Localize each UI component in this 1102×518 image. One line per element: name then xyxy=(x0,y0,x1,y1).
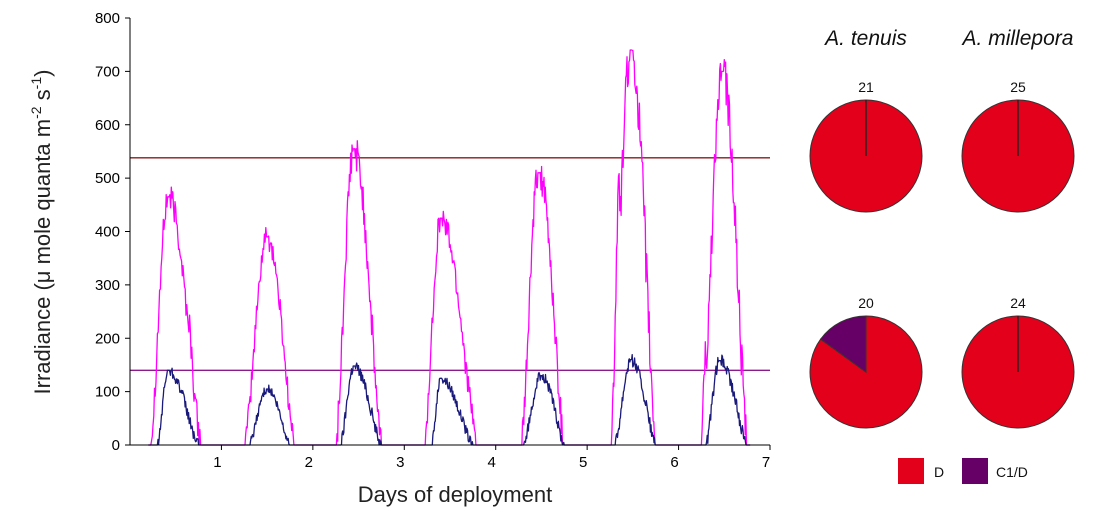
pie-sample-size: 25 xyxy=(1010,79,1026,95)
y-tick-label: 800 xyxy=(95,10,120,27)
species-label-a-millepora: A. millepora xyxy=(961,27,1074,50)
pie-slice xyxy=(820,315,867,373)
y-axis-title: Irradiance (μ mole quanta m-2 s-1) xyxy=(28,70,55,395)
x-tick-label: 3 xyxy=(396,454,404,471)
y-tick-label: 200 xyxy=(95,330,120,347)
legend: D C1/D xyxy=(898,458,1028,484)
pie-chart: 24 xyxy=(961,295,1075,429)
y-tick-label: 400 xyxy=(95,224,120,241)
x-tick-label: 6 xyxy=(670,454,678,471)
y-tick-label: 700 xyxy=(95,63,120,80)
pie-chart: 25 xyxy=(961,79,1075,213)
x-tick-label: 4 xyxy=(488,454,496,471)
x-tick-label: 2 xyxy=(305,454,313,471)
reference-lines xyxy=(130,157,770,371)
pie-chart: 20 xyxy=(809,295,923,429)
y-tick-label: 100 xyxy=(95,384,120,401)
y-axis-title-exp: -1 xyxy=(28,77,44,90)
legend-swatch-c1d xyxy=(962,458,988,484)
y-tick-label: 300 xyxy=(95,277,120,294)
y-axis-title-exp: -2 xyxy=(28,106,44,119)
series-line-navy xyxy=(148,353,751,446)
y-tick-label: 500 xyxy=(95,170,120,187)
y-axis-title-part: Irradiance (μ mole quanta m xyxy=(30,119,55,395)
y-axis-ticks: 0 100 200 300 400 500 600 700 800 xyxy=(95,10,130,454)
x-tick-label: 7 xyxy=(762,454,770,471)
pie-sample-size: 24 xyxy=(1010,295,1026,311)
pie-sample-size: 20 xyxy=(858,295,874,311)
pie-sample-size: 21 xyxy=(858,79,874,95)
x-tick-label: 1 xyxy=(213,454,221,471)
y-axis-title-part: s xyxy=(30,89,55,106)
y-tick-label: 600 xyxy=(95,117,120,134)
species-label-a-tenuis: A. tenuis xyxy=(823,27,907,50)
x-axis-title: Days of deployment xyxy=(358,482,552,507)
pie-chart: 21 xyxy=(809,79,923,213)
y-axis-title-part: ) xyxy=(30,70,55,77)
symbiont-pies: A. tenuis A. millepora 21 25 20 24 D C1/D xyxy=(809,27,1075,484)
irradiance-chart: 0 100 200 300 400 500 600 700 800 1 2 3 4 5 6 7 Days o… xyxy=(28,10,771,507)
x-tick-label: 5 xyxy=(579,454,587,471)
x-axis-ticks: 1 2 3 4 5 6 7 xyxy=(213,445,771,471)
legend-label-c1d: C1/D xyxy=(996,464,1028,480)
legend-swatch-d xyxy=(898,458,924,484)
legend-label-d: D xyxy=(934,464,944,480)
y-tick-label: 0 xyxy=(112,437,120,454)
series-lines xyxy=(148,49,751,446)
series-line-magenta xyxy=(148,49,751,446)
pie-grid: 21 25 20 24 xyxy=(809,79,1075,429)
